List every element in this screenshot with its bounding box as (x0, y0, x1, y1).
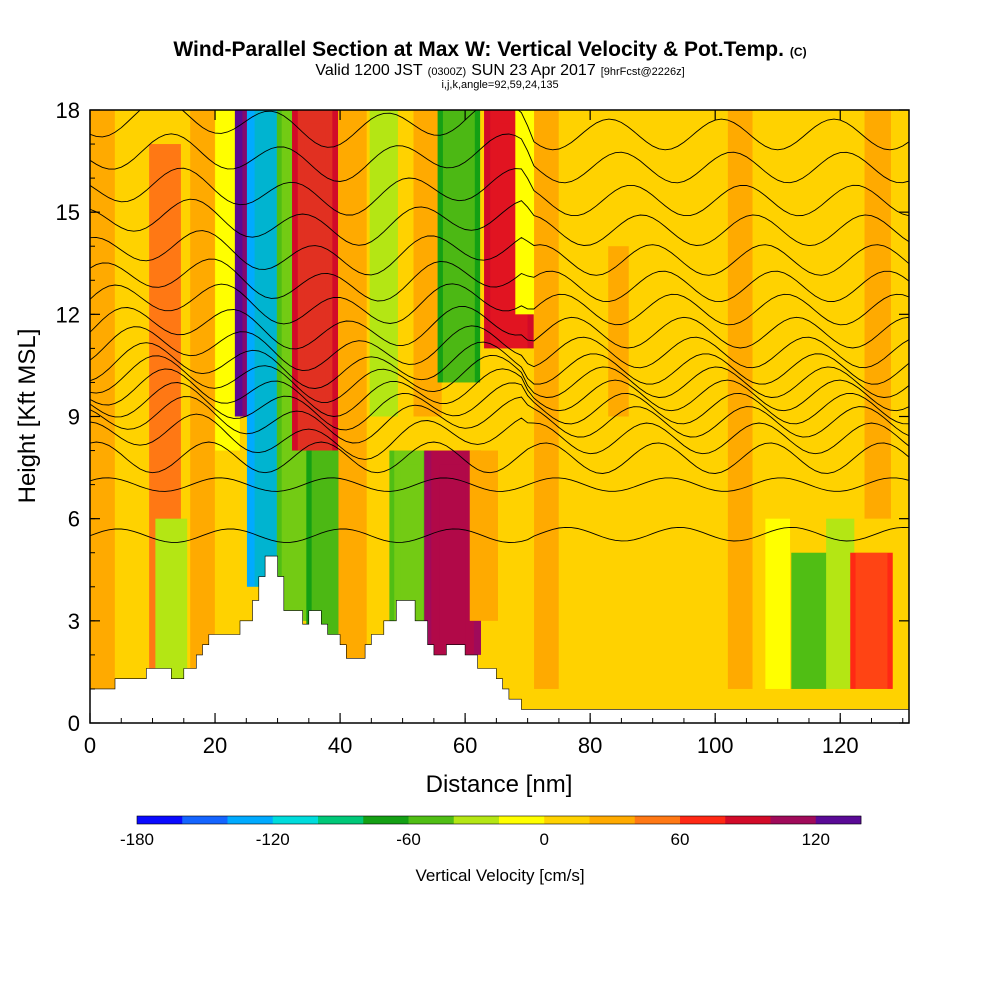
x-tick-label-40: 40 (328, 733, 352, 758)
colorbar-swatch-8 (499, 816, 545, 824)
colorbar-swatch-1 (182, 816, 228, 824)
velocity-column-11 (369, 110, 398, 417)
colorbar-tick--60: -60 (396, 830, 421, 849)
velocity-column-22 (727, 110, 753, 689)
title-mark: (C) (790, 45, 807, 59)
subtitle-utc: (0300Z) (428, 66, 467, 78)
colorbar-swatch-14 (770, 816, 817, 824)
svg-text:Valid 1200 JST(0300Z)SUN 23 Ap: Valid 1200 JST (0300Z) SUN 23 Apr 2017 [9hr… (315, 62, 684, 79)
y-tick-label-9: 9 (68, 405, 80, 430)
x-tick-label-20: 20 (203, 733, 227, 758)
theta-contour-4 (90, 396, 909, 444)
theta-contour-0 (90, 526, 909, 543)
velocity-core-14 (439, 464, 466, 642)
velocity-column-19 (534, 110, 559, 689)
colorbar-swatch-6 (408, 816, 455, 824)
velocity-column-23 (765, 518, 791, 689)
theta-contour-12 (90, 258, 909, 303)
colorbar-swatch-12 (680, 816, 726, 824)
velocity-halo-14 (431, 450, 474, 655)
velocity-column-25 (826, 518, 855, 689)
x-tick-label-0: 0 (84, 733, 96, 758)
theta-contour-13 (90, 230, 909, 276)
velocity-column-10 (338, 110, 367, 689)
velocity-core-12 (400, 464, 418, 608)
velocity-field (90, 110, 909, 723)
velocity-core-17 (497, 123, 521, 335)
velocity-column-3 (190, 110, 215, 689)
colorbar-swatch-3 (272, 816, 319, 824)
subtitle-fcst: [9hrFcst@2226z] (601, 66, 685, 78)
colorbar-swatch-7 (453, 816, 500, 824)
colorbar-swatch-13 (725, 816, 771, 824)
velocity-core-26 (861, 566, 882, 676)
terrain (90, 555, 909, 723)
velocity-column-27 (864, 110, 891, 519)
axes: 0 20 40 60 80 100 120 0 3 6 9 12 15 18 (56, 98, 909, 758)
terrain-fill (90, 555, 909, 723)
theta-contour-15 (90, 167, 909, 217)
colorbar: -180 -120 -60 0 60 120 (120, 815, 862, 849)
colorbar-swatch-10 (589, 816, 636, 824)
y-tick-label-0: 0 (68, 711, 80, 736)
colorbar-swatch-2 (227, 816, 274, 824)
subtitle-ijk: i,j,k,angle=92,59,24,135 (441, 79, 558, 91)
theta-contour-1 (90, 477, 909, 492)
colorbar-tick-120: 120 (802, 830, 830, 849)
theta-contour-2 (90, 441, 909, 474)
colorbar-tick-60: 60 (671, 830, 690, 849)
velocity-halo-8 (297, 110, 333, 451)
svg-text:Wind-Parallel Section at Max W: Wind-Parallel Section at Max W: Vertical… (173, 38, 806, 61)
theta-contour-11 (90, 283, 909, 326)
x-tick-label-120: 120 (822, 733, 859, 758)
theta-contour-7 (90, 354, 909, 403)
velocity-core-9 (318, 464, 338, 642)
y-tick-label-15: 15 (56, 200, 80, 225)
velocity-halo-12 (394, 450, 424, 621)
theta-contour-16 (90, 133, 909, 184)
colorbar-frame (136, 815, 862, 825)
colorbar-swatch-15 (815, 816, 862, 824)
colorbar-swatch-4 (318, 816, 364, 824)
x-tick-label-100: 100 (697, 733, 734, 758)
colorbar-swatch-11 (634, 816, 681, 824)
x-tick-label-60: 60 (453, 733, 477, 758)
velocity-core-15 (449, 123, 469, 369)
colorbar-tick--180: -180 (120, 830, 154, 849)
colorbar-swatch-5 (363, 816, 409, 824)
velocity-column-13 (413, 110, 442, 417)
x-tick-label-80: 80 (578, 733, 602, 758)
velocity-column-21 (628, 110, 652, 689)
subtitle-valid: Valid 1200 JST (315, 62, 423, 79)
subtitle-date: SUN 23 Apr 2017 (471, 62, 596, 79)
y-tick-label-3: 3 (68, 609, 80, 634)
chart-title: Wind-Parallel Section at Max W: Vertical… (173, 38, 784, 61)
y-tick-label-6: 6 (68, 507, 80, 532)
theta-contour-9 (90, 325, 909, 372)
colorbar-swatch-0 (137, 816, 183, 824)
potential-temperature-contours (90, 110, 909, 543)
theta-contour-6 (90, 368, 909, 417)
velocity-halo-15 (442, 110, 475, 383)
y-tick-label-12: 12 (56, 302, 80, 327)
colorbar-tick-0: 0 (540, 830, 549, 849)
colorbar-label: Vertical Velocity [cm/s] (415, 866, 584, 885)
colorbar-tick--120: -120 (256, 830, 290, 849)
x-axis-label: Distance [nm] (426, 771, 573, 798)
colorbar-swatch-9 (544, 816, 590, 824)
theta-contour-5 (90, 382, 909, 431)
y-axis-label: Height [Kft MSL] (14, 329, 41, 504)
theta-contour-3 (90, 413, 909, 460)
velocity-column-24 (791, 552, 827, 689)
theta-contour-17 (90, 110, 909, 151)
theta-contour-8 (90, 341, 909, 389)
velocity-halo-26 (855, 552, 888, 689)
y-tick-label-18: 18 (56, 98, 80, 123)
velocity-column-2 (155, 518, 188, 689)
theta-contour-10 (90, 306, 909, 350)
velocity-core-8 (304, 123, 326, 437)
theta-contour-14 (90, 198, 909, 247)
